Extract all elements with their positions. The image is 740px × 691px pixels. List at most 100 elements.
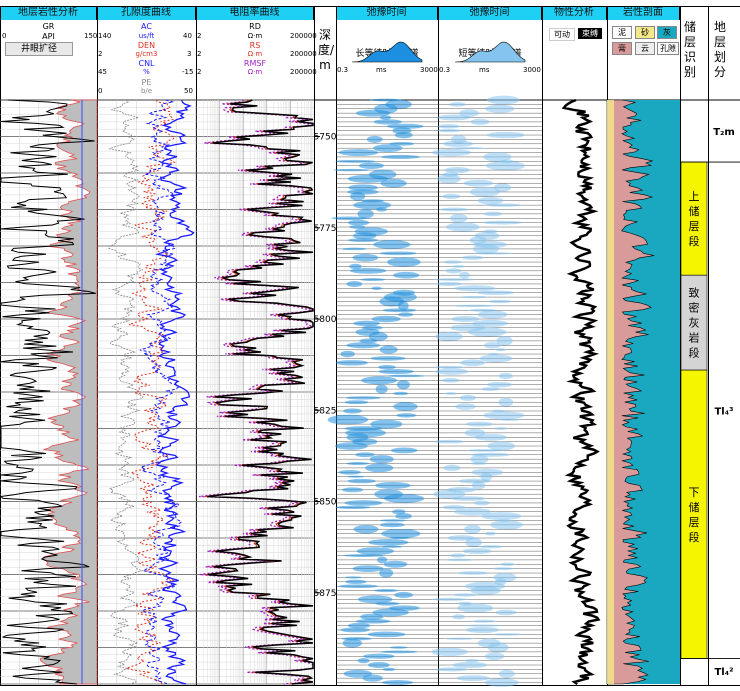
spectrum-blob [493, 183, 512, 192]
spectrum-blob [387, 257, 421, 267]
spectrum-blob [327, 414, 369, 425]
spectrum-blob [499, 418, 521, 421]
spectrum-blob [341, 247, 367, 251]
rmsf-max: 200000 [290, 68, 317, 76]
legend-lime: 灰 [657, 26, 677, 39]
spectrum-blob [343, 669, 373, 678]
den-max: 3 [187, 50, 192, 58]
spectrum-blob [344, 500, 383, 506]
spectrum-blob [342, 487, 364, 493]
spectrum-blob [381, 680, 414, 686]
reservoir-zone [680, 274, 708, 371]
borehole-enlarge-button[interactable]: 井眼扩径 [5, 42, 73, 56]
spectrum-blob [485, 104, 515, 113]
spectrum-blob [484, 531, 496, 536]
depth-tick-label: 5825 [314, 406, 337, 416]
spectrum-blob [444, 637, 474, 640]
spectrum-blob [445, 268, 462, 274]
spectrum-blob [483, 411, 525, 420]
spectrum-blob [389, 646, 408, 649]
spectrum-blob [344, 400, 369, 405]
spectrum-blob [397, 301, 409, 311]
spectrum-blob [459, 109, 479, 117]
spectrum-blob [439, 207, 469, 212]
spectrum-blob [433, 278, 475, 281]
depth-tick-label: 5775 [314, 224, 337, 234]
den-min: 2 [98, 50, 103, 58]
spectrum-blob [381, 545, 403, 548]
spectrum-blob [343, 554, 384, 557]
legend-gypsum: 膏 [612, 42, 632, 55]
spectrum-blob [481, 387, 501, 391]
spectrum-blob [487, 95, 520, 105]
spectrum-blob [379, 251, 417, 256]
spectrum-blob [450, 147, 485, 150]
rmsf-unit: Ω·m [247, 68, 263, 76]
rd-unit: Ω·m [247, 32, 263, 40]
strata-label: T₂m [713, 127, 735, 138]
track-border [97, 6, 197, 686]
spectrum-blob [370, 419, 403, 429]
den-unit: g/cm3 [135, 50, 158, 58]
legend-pore: 孔隙 [657, 42, 679, 55]
legend-movable: 可动 [549, 28, 575, 41]
spectrum-blob [445, 392, 457, 395]
spectrum-blob [393, 391, 409, 396]
legend-sand: 砂 [635, 26, 655, 39]
spectrum-blob [477, 196, 504, 205]
spectrum-blob [434, 368, 469, 375]
header-physical: 物性分析 [542, 6, 607, 20]
spectrum-blob [469, 187, 500, 197]
spectrum-blob [357, 658, 370, 664]
spectrum-blob [465, 626, 500, 634]
spectrum-blob [431, 148, 472, 157]
depth-ticks: 5750 5775 5800 5825 5850 5875 [314, 133, 337, 599]
spectrum-blob [451, 265, 465, 268]
spectrum-blob [437, 114, 471, 121]
spectrum-blob [375, 481, 411, 489]
strata-title: 地层划分 [713, 20, 726, 79]
rs-label: RS [249, 41, 261, 50]
depth-tick-label: 5850 [314, 498, 337, 508]
spectrum-blob [462, 548, 492, 554]
spectrum-blob [335, 360, 368, 366]
rmsf-min: 2 [197, 68, 202, 76]
rs-min: 2 [197, 50, 202, 58]
spectrum-blob [383, 560, 408, 568]
rd-max: 200000 [290, 32, 317, 40]
spectrum-blob [443, 140, 474, 148]
cnl-min: 45 [98, 68, 107, 76]
spectrum-blob [360, 278, 386, 282]
pe-max: 50 [184, 87, 193, 95]
gr-curve [0, 99, 96, 685]
spectrum-blob [453, 593, 478, 597]
spectrum-blob [472, 244, 500, 254]
gypsum-fill [606, 99, 655, 685]
spectrum-blob [353, 320, 380, 327]
reservoir-zone-label: 段 [689, 234, 700, 248]
ac-label: AC [141, 22, 152, 31]
spectrum-blob [483, 341, 501, 349]
movable-fluid-curve [561, 98, 601, 686]
reservoir-zone-label: 上 [689, 190, 700, 203]
spectrum-blob [442, 193, 461, 200]
spectrum-blob [382, 667, 396, 671]
spectrum-blob [467, 448, 504, 452]
spectrum-blob [346, 462, 370, 466]
spectrum-blob [369, 455, 394, 464]
spectrum-blob [346, 280, 363, 287]
spectrum-blob [474, 500, 490, 506]
spectrum-blob [448, 102, 467, 107]
spectrum-blob [451, 496, 486, 501]
spectrum-header-shape [351, 41, 423, 63]
spectrum-blob [500, 562, 515, 567]
spectrum-blob [367, 631, 406, 638]
spectrum-blob [381, 528, 421, 539]
spectrum-blob [452, 661, 488, 669]
spectrum-blob [347, 238, 379, 243]
spectrum-blob [368, 538, 409, 546]
spectrum-blob [355, 109, 391, 117]
spectrum-blob [376, 207, 388, 212]
